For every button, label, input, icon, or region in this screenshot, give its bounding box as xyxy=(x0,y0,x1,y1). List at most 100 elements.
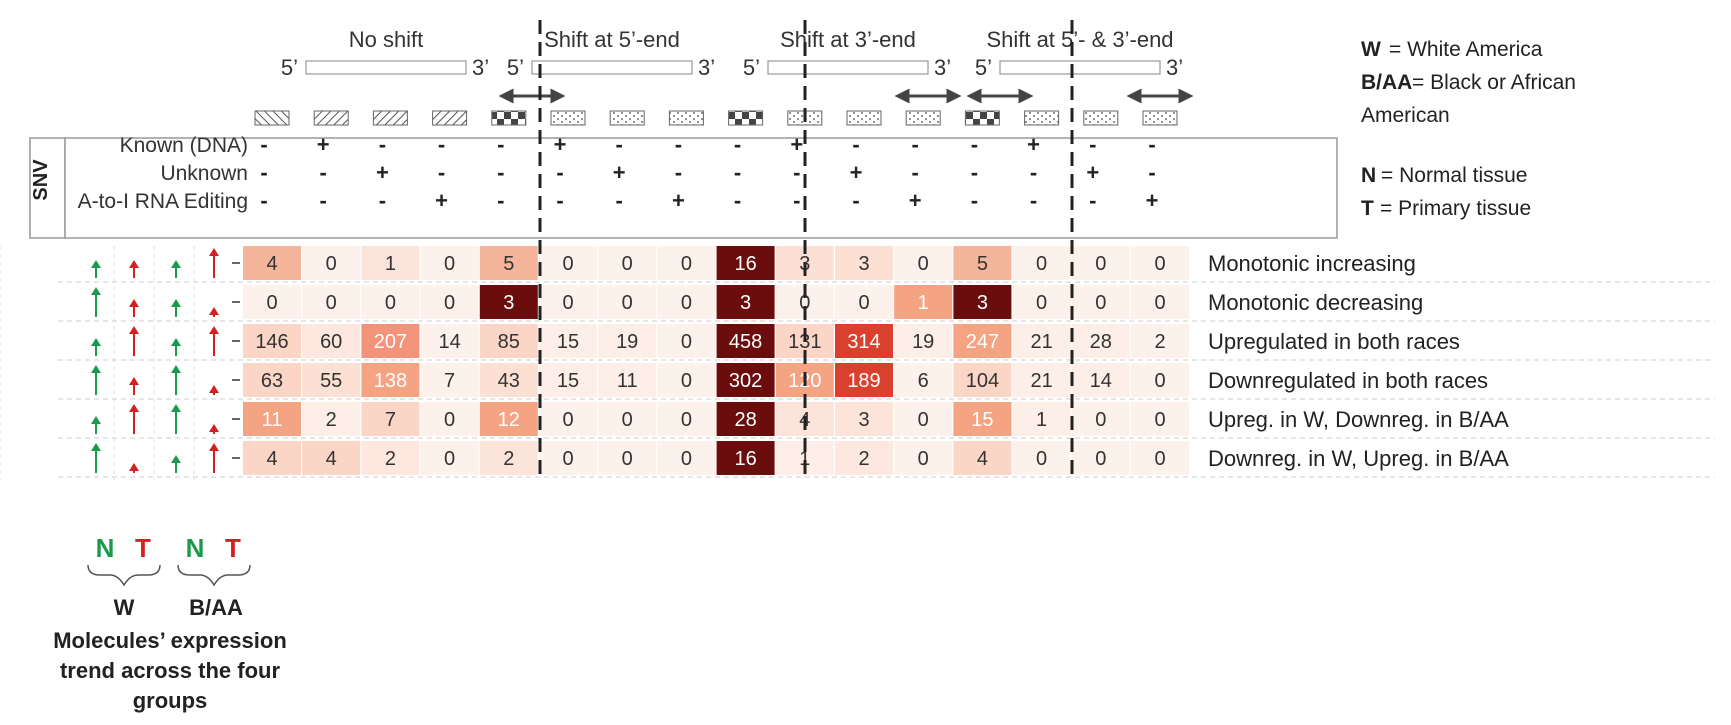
bottom-label-t-w: T xyxy=(135,533,151,563)
heat-cell-3-12 xyxy=(953,363,1012,397)
heat-cell-1-7 xyxy=(657,285,716,319)
heat-value-1-1: 0 xyxy=(326,292,337,314)
heat-cell-3-4 xyxy=(479,363,538,397)
trend-arrow-head-3-2 xyxy=(171,365,181,373)
heat-value-0-13: 0 xyxy=(1036,253,1047,275)
snv-mark-2-6: - xyxy=(616,188,623,213)
trend-arrow-head-1-0 xyxy=(91,287,101,295)
precursor-bar-1 xyxy=(531,60,693,75)
heat-value-4-12: 15 xyxy=(971,409,993,431)
end3-label-3: 3’ xyxy=(1166,55,1183,80)
heat-cell-3-0 xyxy=(243,363,301,397)
heat-value-1-11: 1 xyxy=(918,292,929,314)
snv-mark-0-1: + xyxy=(317,132,330,157)
heat-cell-1-3 xyxy=(420,285,479,319)
group-headers: No shift 5’ 3’ Shift at 5’-end 5’ 3’ Shift at … xyxy=(254,27,1194,126)
snv-mark-2-14: - xyxy=(1089,188,1096,213)
end5-label-1: 5’ xyxy=(507,55,524,80)
precursor-bar-2 xyxy=(767,60,929,75)
heat-value-2-3: 14 xyxy=(438,331,460,353)
heat-value-3-2: 138 xyxy=(374,370,407,392)
heat-value-0-14: 0 xyxy=(1095,253,1106,275)
heat-cell-4-3 xyxy=(420,402,479,436)
brace-w xyxy=(87,564,161,587)
trend-arrow-head-3-1 xyxy=(129,377,139,385)
snv-mark-0-12: - xyxy=(971,132,978,157)
heat-cell-5-10 xyxy=(835,441,893,475)
snv-mark-2-11: + xyxy=(909,188,922,213)
heat-value-4-7: 0 xyxy=(681,409,692,431)
heat-value-4-0: 11 xyxy=(262,409,283,431)
heat-value-5-4: 2 xyxy=(503,448,514,470)
snv-mark-2-12: - xyxy=(971,188,978,213)
heat-value-5-1: 4 xyxy=(326,448,337,470)
heat-value-1-5: 0 xyxy=(562,292,573,314)
heat-value-5-7: 0 xyxy=(681,448,692,470)
heat-cell-1-4 xyxy=(479,285,538,319)
heat-value-1-4: 3 xyxy=(503,292,514,314)
snv-mark-0-5: + xyxy=(554,132,567,157)
isoform-pattern-8 xyxy=(728,110,764,126)
heat-cell-5-12 xyxy=(953,441,1012,475)
heat-cell-3-10 xyxy=(835,363,893,397)
heat-value-4-1: 2 xyxy=(326,409,337,431)
trend-arrows xyxy=(0,246,219,480)
snv-mark-2-7: + xyxy=(672,188,685,213)
isoform-pattern-12 xyxy=(964,110,1000,126)
heat-value-5-12: 4 xyxy=(977,448,988,470)
snv-mark-1-14: + xyxy=(1086,160,1099,185)
heat-value-0-7: 0 xyxy=(681,253,692,275)
heat-value-3-13: 21 xyxy=(1030,370,1052,392)
heat-cell-0-11 xyxy=(894,246,953,280)
heat-cell-2-11 xyxy=(894,324,953,358)
heat-cell-5-15 xyxy=(1131,441,1189,475)
isoform-pattern-13 xyxy=(1024,110,1060,126)
snv-panel: SNV xyxy=(29,137,1338,239)
heat-cell-3-11 xyxy=(894,363,953,397)
snv-row-label-1: Unknown xyxy=(160,162,248,185)
trend-arrow-head-2-2 xyxy=(171,338,181,346)
heat-cell-2-1 xyxy=(302,324,361,358)
heat-cell-3-13 xyxy=(1012,363,1071,397)
heat-value-0-4: 5 xyxy=(503,253,514,275)
heat-cell-1-11 xyxy=(894,285,953,319)
bottom-labels: N T N T W B/AA Molecules’ expression tre… xyxy=(53,533,287,713)
heat-value-2-8: 458 xyxy=(729,331,762,353)
snv-mark-1-9: - xyxy=(793,160,800,185)
trend-arrow-head-3-0 xyxy=(91,365,101,373)
heat-value-4-2: 7 xyxy=(385,409,396,431)
group-title-3: Shift at 5’- & 3’-end xyxy=(986,27,1173,52)
heat-cell-0-7 xyxy=(657,246,716,280)
legend-t-key: T xyxy=(1361,197,1374,220)
heat-value-2-1: 60 xyxy=(320,331,342,353)
heat-value-5-2: 2 xyxy=(385,448,396,470)
trend-arrow-head-0-0 xyxy=(91,260,101,268)
heat-cell-0-15 xyxy=(1131,246,1189,280)
heat-value-2-6: 19 xyxy=(616,331,638,353)
heat-value-1-14: 0 xyxy=(1095,292,1106,314)
heat-value-1-15: 0 xyxy=(1154,292,1165,314)
heat-cell-1-5 xyxy=(539,285,597,319)
heat-value-2-7: 0 xyxy=(681,331,692,353)
heat-value-2-0: 146 xyxy=(255,331,288,353)
isoform-pattern-6 xyxy=(609,110,645,126)
heat-cell-1-10 xyxy=(835,285,893,319)
heat-cell-4-5 xyxy=(539,402,597,436)
heat-value-4-10: 3 xyxy=(858,409,869,431)
heat-value-1-13: 0 xyxy=(1036,292,1047,314)
heat-value-5-3: 0 xyxy=(444,448,455,470)
heat-value-1-2: 0 xyxy=(385,292,396,314)
legend-n-key: N xyxy=(1361,164,1376,187)
heat-value-1-10: 0 xyxy=(858,292,869,314)
heatmap: 40105000163305000Monotonic increasing000… xyxy=(58,246,1715,478)
heat-value-2-10: 314 xyxy=(847,331,880,353)
heat-cell-2-12 xyxy=(953,324,1012,358)
heat-value-3-8: 302 xyxy=(729,370,762,392)
heat-cell-0-14 xyxy=(1071,246,1130,280)
isoform-pattern-4 xyxy=(491,110,527,126)
legend-baa-text-1: = Black or African xyxy=(1412,71,1576,94)
heat-value-3-5: 15 xyxy=(557,370,579,392)
heat-cell-5-8 xyxy=(716,441,775,475)
isoform-pattern-5 xyxy=(550,110,586,126)
trend-arrow-head-2-3 xyxy=(209,326,219,334)
